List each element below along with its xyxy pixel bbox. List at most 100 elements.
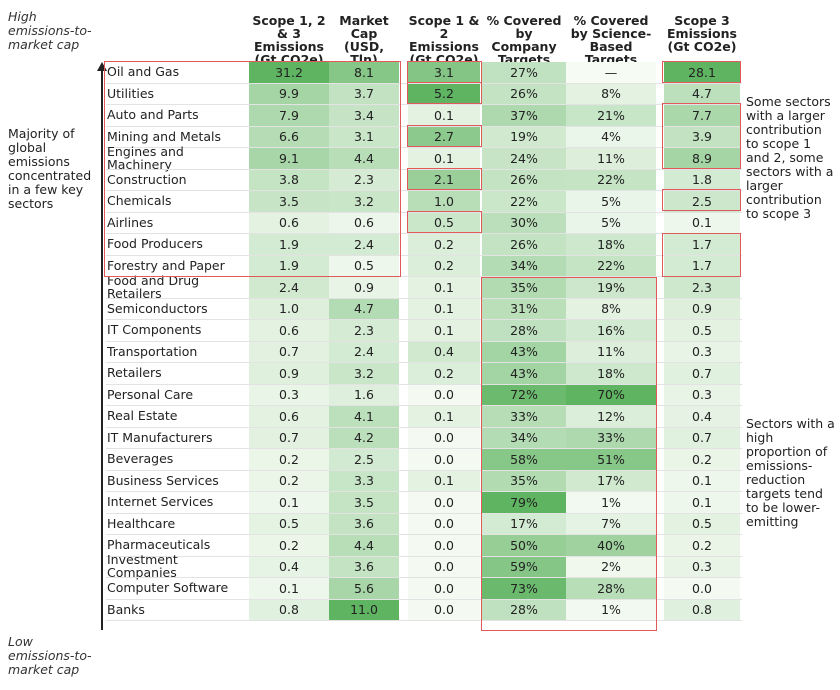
- market-cap-cell: 3.5: [329, 492, 399, 513]
- scope12-cell: 2.7: [408, 126, 480, 147]
- science-targets-cell: 19%: [566, 277, 656, 298]
- row-label: Computer Software: [107, 580, 229, 596]
- scope123-cell: 1.9: [249, 234, 329, 255]
- science-targets-cell: 18%: [566, 234, 656, 255]
- scope123-cell: 0.1: [249, 578, 329, 599]
- scope123-cell: 0.8: [249, 599, 329, 620]
- market-cap-cell: 4.7: [329, 298, 399, 319]
- market-cap-cell: 3.4: [329, 105, 399, 126]
- row-divider: [106, 319, 742, 320]
- scope123-cell: 9.1: [249, 148, 329, 169]
- market-cap-cell: 2.3: [329, 320, 399, 341]
- market-cap-cell: 1.6: [329, 384, 399, 405]
- scope123-cell: 0.2: [249, 470, 329, 491]
- market-cap-cell: 2.4: [329, 341, 399, 362]
- scope3-cell: 1.7: [664, 255, 740, 276]
- market-cap-cell: 5.6: [329, 578, 399, 599]
- left-annotation: Majority of global emissions concentrate…: [8, 126, 92, 211]
- scope3-cell: 0.3: [664, 556, 740, 577]
- row-divider: [106, 577, 742, 578]
- row-divider: [106, 340, 742, 342]
- company-targets-cell: 35%: [482, 277, 566, 298]
- row-label: Utilities: [107, 85, 155, 101]
- company-targets-cell: 27%: [482, 62, 566, 83]
- scope12-cell: 0.0: [408, 427, 480, 448]
- company-targets-cell: 22%: [482, 191, 566, 212]
- science-targets-cell: 8%: [566, 298, 656, 319]
- scope3-cell: 2.3: [664, 277, 740, 298]
- header-scope123: Scope 1, 2 & 3 Emissions (Gt CO2e): [252, 13, 326, 67]
- scope3-cell: 0.0: [664, 578, 740, 599]
- scope3-cell: 0.5: [664, 513, 740, 534]
- row-label: Real Estate: [107, 408, 178, 424]
- row-divider: [106, 383, 742, 385]
- scope3-cell: 0.7: [664, 363, 740, 384]
- scope12-cell: 0.0: [408, 449, 480, 470]
- scope123-cell: 0.6: [249, 212, 329, 233]
- row-label: Personal Care: [107, 386, 194, 402]
- scope123-cell: 1.0: [249, 298, 329, 319]
- science-targets-cell: 18%: [566, 363, 656, 384]
- science-targets-cell: 28%: [566, 578, 656, 599]
- row-label: IT Components: [107, 322, 202, 338]
- market-cap-cell: 4.1: [329, 406, 399, 427]
- scope3-cell: 4.7: [664, 83, 740, 104]
- market-cap-cell: 4.4: [329, 148, 399, 169]
- company-targets-cell: 26%: [482, 234, 566, 255]
- market-cap-cell: 3.6: [329, 513, 399, 534]
- scope12-cell: 0.0: [408, 556, 480, 577]
- market-cap-cell: 4.2: [329, 427, 399, 448]
- company-targets-cell: 34%: [482, 427, 566, 448]
- scope3-cell: 0.5: [664, 320, 740, 341]
- company-targets-cell: 79%: [482, 492, 566, 513]
- market-cap-cell: 2.3: [329, 169, 399, 190]
- scope123-cell: 0.5: [249, 513, 329, 534]
- right-annotation-scope: Some sectors with a larger contribution …: [746, 94, 834, 221]
- row-divider: [106, 211, 742, 213]
- company-targets-cell: 33%: [482, 406, 566, 427]
- company-targets-cell: 24%: [482, 148, 566, 169]
- row-divider: [106, 254, 742, 256]
- scope3-cell: 0.3: [664, 384, 740, 405]
- market-cap-cell: 8.1: [329, 62, 399, 83]
- scope123-cell: 9.9: [249, 83, 329, 104]
- scope123-cell: 0.2: [249, 449, 329, 470]
- scope123-cell: 0.1: [249, 492, 329, 513]
- row-label: Construction: [107, 171, 187, 187]
- row-divider: [106, 104, 742, 105]
- scope3-cell: 3.9: [664, 126, 740, 147]
- axis-top-label: High emissions-to-market cap: [8, 9, 92, 52]
- row-label: Banks: [107, 601, 145, 617]
- scope12-cell: 1.0: [408, 191, 480, 212]
- row-divider: [106, 555, 742, 557]
- scope123-cell: 2.4: [249, 277, 329, 298]
- scope3-cell: 0.4: [664, 406, 740, 427]
- row-divider: [106, 469, 742, 471]
- row-divider: [106, 598, 742, 600]
- company-targets-cell: 26%: [482, 169, 566, 190]
- scope12-cell: 0.0: [408, 599, 480, 620]
- scope123-cell: 31.2: [249, 62, 329, 83]
- company-targets-cell: 26%: [482, 83, 566, 104]
- market-cap-cell: 3.1: [329, 126, 399, 147]
- market-cap-cell: 3.2: [329, 191, 399, 212]
- row-divider: [106, 362, 742, 363]
- scope123-cell: 7.9: [249, 105, 329, 126]
- company-targets-cell: 58%: [482, 449, 566, 470]
- row-divider: [106, 426, 742, 428]
- row-label: Food and Drug Retailers: [107, 272, 200, 301]
- science-targets-cell: 40%: [566, 535, 656, 556]
- scope12-cell: 0.5: [408, 212, 480, 233]
- row-divider: [106, 491, 742, 492]
- row-divider: [106, 534, 742, 535]
- science-targets-cell: 11%: [566, 148, 656, 169]
- science-targets-cell: 1%: [566, 492, 656, 513]
- row-divider: [106, 147, 742, 148]
- scope12-cell: 0.0: [408, 535, 480, 556]
- scope12-cell: 0.0: [408, 492, 480, 513]
- market-cap-cell: 2.5: [329, 449, 399, 470]
- arrow-head-icon: [97, 62, 107, 71]
- scope3-cell: 0.1: [664, 492, 740, 513]
- company-targets-cell: 72%: [482, 384, 566, 405]
- science-targets-cell: 11%: [566, 341, 656, 362]
